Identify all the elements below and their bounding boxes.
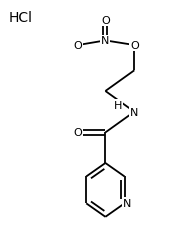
- Text: N: N: [122, 199, 131, 208]
- Text: O: O: [130, 41, 139, 51]
- Text: O: O: [74, 41, 83, 51]
- Text: N: N: [101, 36, 110, 46]
- Text: HCl: HCl: [8, 11, 32, 25]
- Text: H: H: [114, 100, 122, 110]
- Text: O: O: [101, 16, 110, 26]
- Text: O: O: [74, 128, 83, 138]
- Text: N: N: [130, 107, 139, 117]
